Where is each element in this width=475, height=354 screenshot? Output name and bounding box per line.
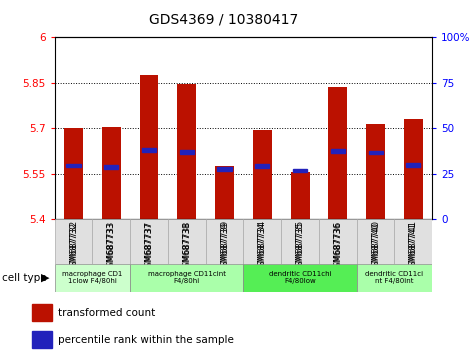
Bar (357, 264, 432, 292)
Text: GSM687733: GSM687733 (107, 222, 116, 273)
Text: GSM687738: GSM687738 (182, 222, 191, 273)
Text: dendritic CD11chi
F4/80low: dendritic CD11chi F4/80low (269, 272, 332, 284)
Text: GDS4369 / 10380417: GDS4369 / 10380417 (149, 12, 298, 27)
Text: percentile rank within the sample: percentile rank within the sample (58, 335, 234, 345)
Bar (395, 219, 432, 264)
Bar (92, 219, 130, 264)
Bar (140, 75, 159, 219)
Bar (369, 151, 383, 154)
Text: GSM687735: GSM687735 (295, 220, 304, 272)
Bar (64, 128, 83, 219)
Bar (243, 264, 357, 292)
Text: GSM687736: GSM687736 (333, 220, 342, 272)
Text: ▶: ▶ (41, 273, 49, 283)
Text: GSM687732: GSM687732 (69, 220, 78, 272)
Bar (319, 219, 357, 264)
Text: cell type: cell type (2, 273, 47, 283)
Text: GSM687737: GSM687737 (144, 222, 153, 273)
Bar (55, 264, 130, 292)
Bar (130, 219, 168, 264)
Text: GSM687737: GSM687737 (144, 220, 153, 272)
Bar (406, 163, 420, 167)
Bar (357, 219, 394, 264)
Text: GSM687733: GSM687733 (107, 220, 116, 272)
Bar (293, 169, 307, 172)
Bar (206, 219, 243, 264)
Bar (177, 84, 196, 219)
Text: GSM687734: GSM687734 (258, 222, 267, 273)
Bar (404, 119, 423, 219)
Bar (253, 130, 272, 219)
Bar (66, 164, 81, 167)
Bar (291, 172, 310, 219)
Bar (142, 148, 156, 152)
Bar (104, 165, 118, 169)
Bar (215, 166, 234, 219)
Text: GSM687741: GSM687741 (409, 220, 418, 272)
Bar (255, 164, 269, 168)
Bar (366, 124, 385, 219)
Text: GSM687741: GSM687741 (409, 222, 418, 273)
Text: macrophage CD11cint
F4/80hi: macrophage CD11cint F4/80hi (148, 272, 226, 284)
Text: GSM687735: GSM687735 (295, 222, 304, 273)
Bar (281, 219, 319, 264)
Text: GSM687738: GSM687738 (182, 220, 191, 272)
Bar (102, 127, 121, 219)
Text: GSM687740: GSM687740 (371, 220, 380, 272)
Bar (218, 167, 232, 171)
Bar (32, 304, 51, 321)
Bar (331, 149, 345, 153)
Bar (168, 219, 206, 264)
Text: GSM687739: GSM687739 (220, 220, 229, 272)
Text: GSM687736: GSM687736 (333, 222, 342, 273)
Bar (55, 219, 92, 264)
Bar (180, 150, 194, 154)
Text: macrophage CD1
1clow F4/80hi: macrophage CD1 1clow F4/80hi (62, 272, 123, 284)
Bar (243, 219, 281, 264)
Text: GSM687740: GSM687740 (371, 222, 380, 273)
Bar (130, 264, 243, 292)
Text: dendritic CD11ci
nt F4/80int: dendritic CD11ci nt F4/80int (365, 272, 424, 284)
Text: GSM687739: GSM687739 (220, 222, 229, 273)
Text: GSM687734: GSM687734 (258, 220, 267, 272)
Text: GSM687732: GSM687732 (69, 222, 78, 273)
Text: transformed count: transformed count (58, 308, 155, 318)
Bar (32, 331, 51, 348)
Bar (328, 87, 347, 219)
